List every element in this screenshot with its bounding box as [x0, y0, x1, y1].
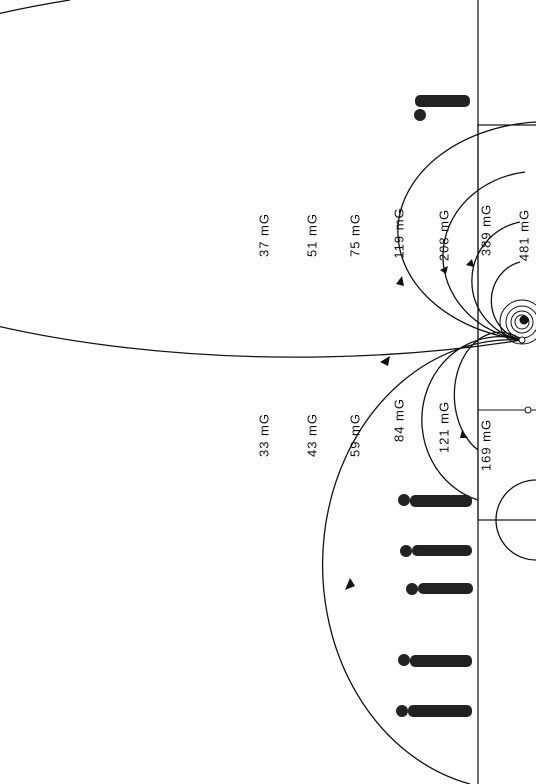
field-label: 84 mG: [391, 398, 406, 442]
field-line: [397, 121, 536, 341]
field-line: [421, 335, 523, 501]
insulator: [524, 406, 532, 414]
field-label: 481 mG: [516, 209, 531, 261]
people: [396, 95, 473, 717]
field-label: 59 mG: [347, 413, 362, 457]
field-label: 51 mG: [304, 213, 319, 257]
field-line: [490, 261, 523, 341]
field-label: 389 mG: [478, 204, 493, 256]
source-point: [518, 336, 526, 344]
field-label: 208 mG: [436, 209, 451, 261]
field-label: 43 mG: [304, 413, 319, 457]
field-label: 121 mG: [436, 401, 451, 453]
labels: 37 mG 51 mG 75 mG 119 mG 208 mG 389 mG 481 mG 3…: [256, 204, 531, 471]
field-label: 75 mG: [347, 213, 362, 257]
field-line: [442, 171, 526, 341]
field-label: 37 mG: [256, 213, 271, 257]
field-label: 169 mG: [478, 419, 493, 471]
arrows: [345, 259, 474, 590]
field-line: [495, 479, 536, 561]
field-label: 119 mG: [391, 207, 406, 258]
field-label: 33 mG: [256, 413, 271, 457]
field-line: [0, 0, 523, 358]
field-line: [322, 339, 523, 784]
